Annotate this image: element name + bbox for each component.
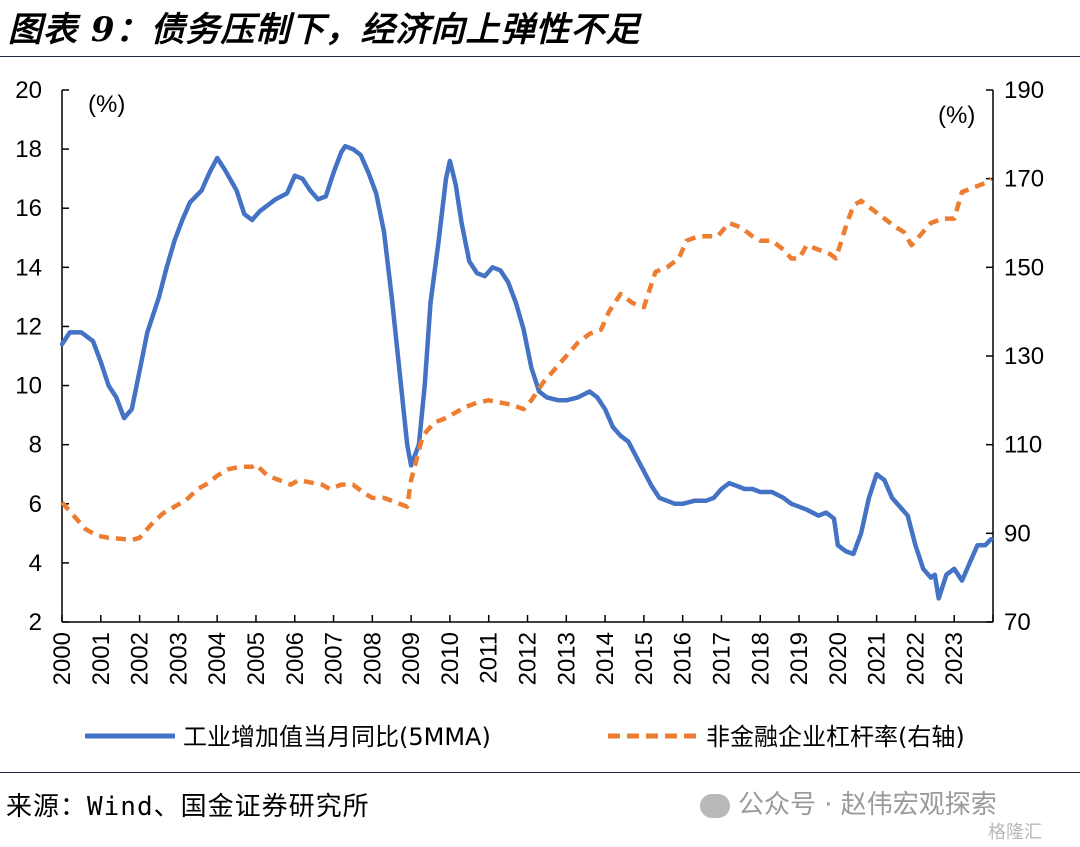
legend-label-industrial: 工业增加值当月同比(5MMA) <box>183 723 491 751</box>
x-tick-label: 2023 <box>941 632 968 685</box>
x-tick-label: 2012 <box>515 632 542 685</box>
x-tick-label: 2018 <box>747 632 774 685</box>
x-tick-label: 2003 <box>165 632 192 685</box>
x-tick-label: 2005 <box>243 632 270 685</box>
wechat-icon <box>700 793 730 818</box>
x-tick-label: 2007 <box>321 632 348 685</box>
right-tick-label: 110 <box>1004 432 1042 459</box>
source-note: 来源：Wind、国金证券研究所 <box>6 792 370 822</box>
right-axis-ticks: 70 90 110 130 150 170 190 <box>986 77 1044 636</box>
legend: 工业增加值当月同比(5MMA) 非金融企业杠杆率(右轴) <box>85 723 965 751</box>
legend-label-leverage: 非金融企业杠杆率(右轴) <box>706 723 965 751</box>
top-divider <box>0 56 1080 57</box>
left-tick-label: 2 <box>29 609 42 636</box>
series-group <box>59 143 994 601</box>
x-tick-label: 2016 <box>670 632 697 685</box>
bottom-divider <box>0 772 1080 773</box>
x-tick-label: 2019 <box>786 632 813 685</box>
x-tick-label: 2021 <box>864 632 891 685</box>
x-tick-label: 2017 <box>708 632 735 685</box>
right-axis-unit: (%) <box>938 102 975 129</box>
right-tick-label: 70 <box>1004 609 1031 636</box>
x-axis-ticks: 2000 2001 2002 2003 2004 2005 2006 2007 2008 2009… <box>49 615 994 685</box>
left-tick-label: 20 <box>15 77 42 104</box>
x-tick-label: 2010 <box>437 632 464 685</box>
x-tick-label: 2000 <box>49 632 76 685</box>
series-line-corporate-leverage <box>60 176 993 543</box>
x-tick-label: 2002 <box>127 632 154 685</box>
x-tick-label: 2013 <box>553 632 580 685</box>
chart-title: 图表 9：债务压制下，经济向上弹性不足 <box>8 10 641 50</box>
watermark: 公众号 · 赵伟宏观探索 <box>700 784 997 821</box>
right-tick-label: 90 <box>1004 520 1031 547</box>
left-tick-label: 14 <box>15 254 42 281</box>
left-tick-label: 6 <box>29 491 42 518</box>
left-tick-label: 8 <box>29 432 42 459</box>
brand-logo-text: 格隆汇 <box>988 822 1042 843</box>
left-tick-label: 4 <box>29 550 42 577</box>
left-axis-unit: (%) <box>88 91 125 118</box>
x-tick-label: 2015 <box>631 632 658 685</box>
right-tick-label: 150 <box>1004 254 1044 281</box>
left-tick-label: 10 <box>15 373 42 400</box>
watermark-text: 公众号 · 赵伟宏观探索 <box>738 790 997 820</box>
x-tick-label: 2008 <box>359 632 386 685</box>
x-tick-label: 2009 <box>398 632 425 685</box>
x-tick-label: 2004 <box>204 632 231 685</box>
x-tick-label: 2014 <box>592 632 619 685</box>
left-axis-ticks: 2 4 6 8 10 12 14 16 18 20 <box>15 77 69 636</box>
right-tick-label: 190 <box>1004 77 1044 104</box>
x-tick-label: 2020 <box>825 632 852 685</box>
left-tick-label: 18 <box>15 136 42 163</box>
left-tick-label: 12 <box>15 313 42 340</box>
x-tick-label: 2001 <box>88 632 115 685</box>
x-tick-label: 2022 <box>902 632 929 685</box>
x-tick-label: 2006 <box>282 632 309 685</box>
series-line-industrial-output <box>59 143 994 601</box>
line-chart: 2 4 6 8 10 12 14 16 18 20 70 90 110 130 150 170 190 200… <box>15 77 1044 751</box>
x-tick-label: 2011 <box>476 632 503 684</box>
left-tick-label: 16 <box>15 195 42 222</box>
right-tick-label: 170 <box>1004 166 1044 193</box>
right-tick-label: 130 <box>1004 343 1044 370</box>
